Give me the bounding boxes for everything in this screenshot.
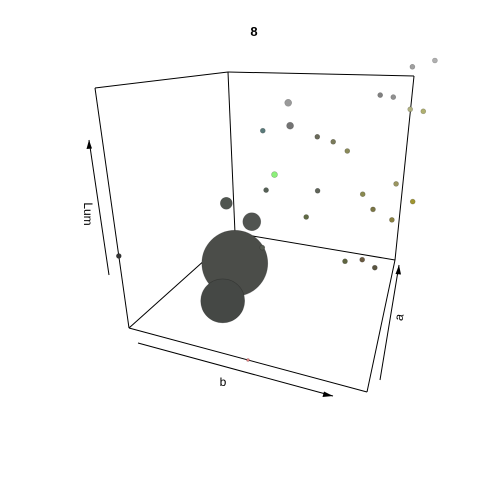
data-point (389, 217, 395, 223)
box-edge (366, 259, 396, 393)
data-point (314, 188, 321, 194)
data-point (432, 57, 438, 64)
a-axis-label: a (392, 312, 407, 321)
chart-title: 8 (250, 24, 257, 39)
box-edge (94, 87, 130, 329)
data-point (420, 108, 427, 115)
a-axis-arrowhead (395, 265, 401, 275)
data-point (409, 64, 416, 70)
box-edge (94, 71, 229, 89)
data-point (359, 256, 366, 263)
data-point (246, 358, 250, 362)
data-point (330, 139, 337, 145)
box-edge (227, 71, 415, 77)
axis-arrows (86, 139, 401, 397)
data-point (263, 187, 269, 193)
lum-axis-arrow (88, 139, 110, 276)
data-point (303, 214, 310, 220)
data-point (371, 264, 378, 271)
data-point (259, 127, 266, 134)
data-point (242, 212, 262, 231)
lum-axis-label: Lum (81, 202, 95, 225)
data-point (284, 99, 293, 107)
lum-axis-arrowhead (86, 140, 92, 149)
data-point (377, 92, 384, 98)
b-axis-arrow (137, 342, 334, 397)
data-point (393, 181, 399, 187)
data-point (259, 244, 266, 251)
data-point (409, 198, 416, 205)
b-axis-label: b (220, 375, 227, 389)
box-edge (227, 71, 236, 234)
data-points (116, 57, 438, 362)
data-point (359, 191, 366, 197)
data-point (271, 171, 278, 178)
data-point (370, 206, 376, 213)
data-point (314, 134, 321, 140)
data-point (342, 258, 348, 265)
data-point (116, 253, 122, 259)
box-edge (394, 75, 415, 261)
b-axis-arrowhead (322, 391, 333, 397)
box-edge (234, 232, 396, 261)
data-point (390, 94, 397, 100)
data-point (286, 121, 294, 130)
data-point (344, 148, 351, 154)
data-point (200, 278, 245, 324)
a-axis-arrow (379, 264, 400, 381)
data-point (220, 197, 233, 210)
data-point (407, 106, 414, 113)
